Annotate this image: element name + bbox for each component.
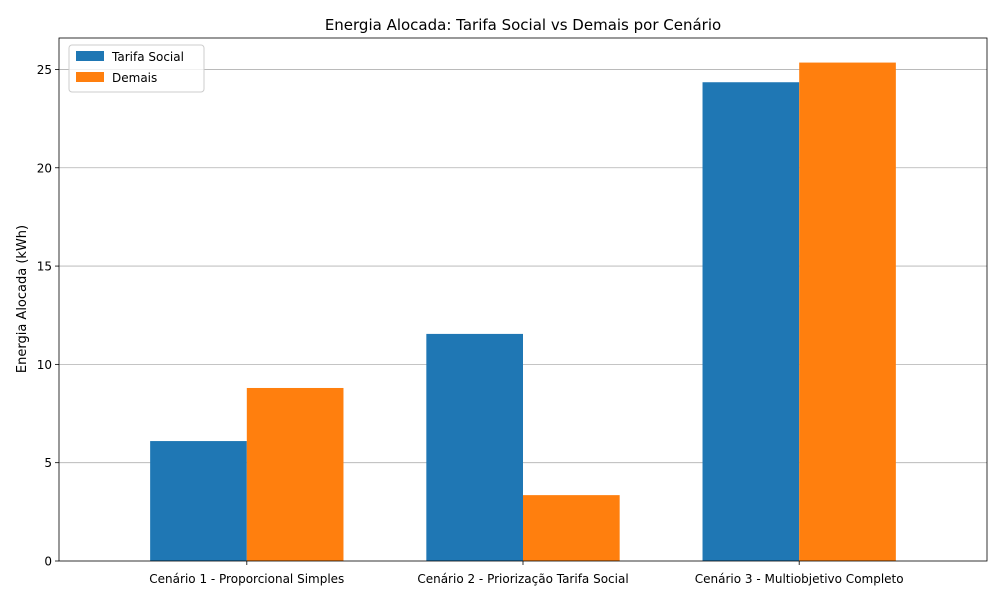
- bar: [799, 62, 896, 562]
- y-tick-label: 25: [37, 63, 52, 77]
- legend: Tarifa Social Demais: [68, 44, 205, 93]
- bar: [246, 387, 344, 561]
- y-tick-label: 5: [44, 456, 52, 470]
- y-tick-label: 20: [37, 161, 52, 175]
- legend-swatch: [76, 51, 104, 61]
- legend-label: Demais: [112, 71, 157, 85]
- bar: [523, 495, 620, 561]
- y-tick-label: 15: [37, 260, 52, 274]
- x-tick-label: Cenário 2 - Priorização Tarifa Social: [417, 572, 628, 586]
- y-tick-label: 10: [37, 358, 52, 372]
- bar: [702, 82, 800, 562]
- x-tick-label: Cenário 1 - Proporcional Simples: [149, 572, 344, 586]
- y-tick-label: 0: [44, 555, 52, 569]
- bar: [150, 441, 247, 561]
- y-axis-label: Energia Alocada (kWh): [15, 225, 30, 373]
- legend-swatch: [76, 72, 104, 82]
- x-tick-label: Cenário 3 - Multiobjetivo Completo: [695, 572, 904, 586]
- chart-title: Energia Alocada: Tarifa Social vs Demais…: [325, 16, 721, 34]
- bars: [150, 62, 896, 562]
- plot-frame: [58, 37, 988, 562]
- legend-label: Tarifa Social: [111, 50, 184, 64]
- axes: 0 5 10 15 20 25 Cenário 1 - Proporcional Simpl…: [37, 37, 988, 586]
- bar: [426, 333, 523, 561]
